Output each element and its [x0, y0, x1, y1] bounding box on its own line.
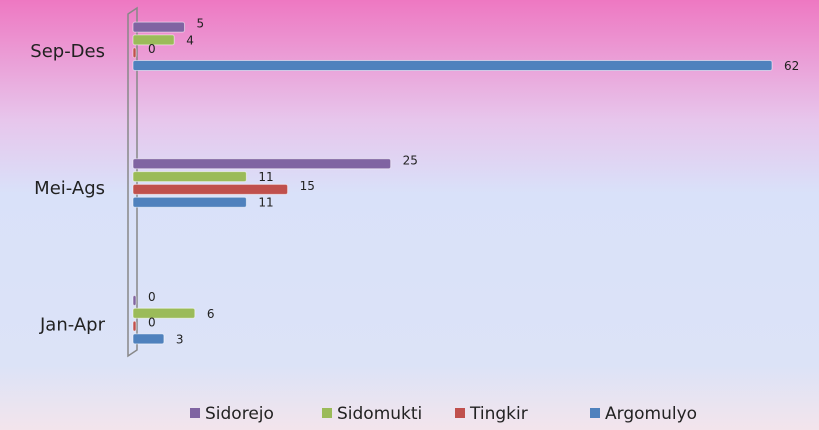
bar: [132, 196, 247, 208]
data-label: 0: [148, 290, 156, 304]
bar: [132, 171, 247, 183]
legend-swatch: [322, 408, 332, 418]
data-label: 3: [176, 332, 184, 346]
legend-swatch: [190, 408, 200, 418]
bar: [132, 295, 137, 306]
axis-wall: [127, 6, 138, 358]
y-tick-label: Jan-Apr: [39, 315, 106, 336]
bar: [132, 60, 773, 71]
bar: [132, 320, 137, 332]
legend-label: Tingkir: [469, 404, 528, 424]
data-label: 25: [403, 153, 418, 167]
data-label: 15: [300, 179, 315, 193]
legend-label: Sidorejo: [205, 404, 274, 424]
bar: [132, 34, 175, 46]
data-label: 11: [258, 170, 273, 184]
legend-swatch: [455, 408, 465, 418]
bar: [132, 307, 196, 319]
data-label: 0: [148, 316, 156, 330]
legend-label: Sidomukti: [337, 404, 422, 424]
y-tick-label: Sep-Des: [30, 41, 105, 62]
data-label: 11: [258, 196, 273, 210]
y-tick-label: Mei-Ags: [34, 178, 105, 199]
bar: [132, 158, 392, 170]
bar: [132, 21, 186, 33]
bar: [132, 333, 165, 345]
bar: [132, 47, 137, 59]
legend-swatch: [590, 408, 600, 418]
data-label: 62: [784, 59, 799, 73]
data-label: 0: [148, 42, 156, 56]
data-label: 4: [186, 33, 194, 47]
data-label: 5: [197, 17, 205, 31]
legend-label: Argomulyo: [605, 404, 697, 424]
bar: [132, 183, 289, 195]
data-label: 6: [207, 307, 215, 321]
